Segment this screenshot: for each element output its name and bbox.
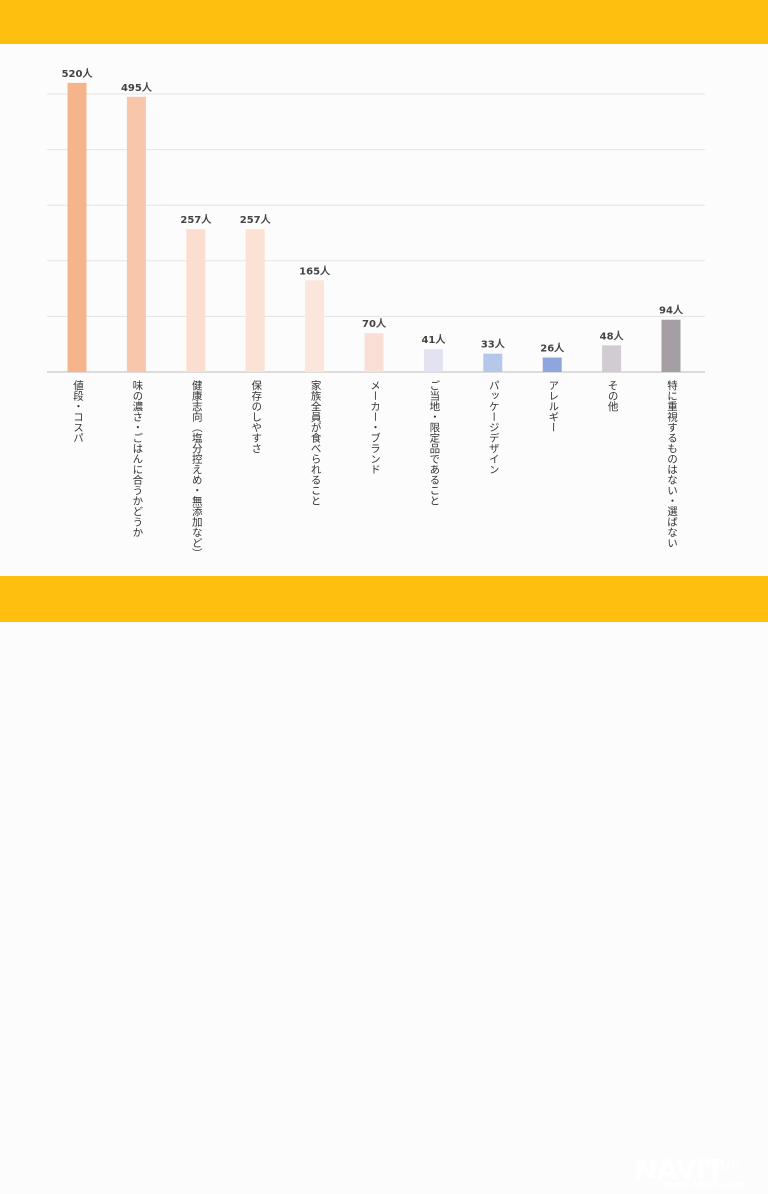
bar bbox=[245, 229, 265, 372]
data-label: 520人 bbox=[62, 67, 94, 80]
bar bbox=[126, 96, 146, 372]
data-label: 165人 bbox=[299, 264, 331, 277]
category-label: メーカー・ブランド bbox=[369, 380, 381, 475]
bar bbox=[67, 82, 87, 372]
category-label: 値段・コスパ bbox=[72, 380, 84, 443]
logo-url-text: www.navit-j.com bbox=[664, 1180, 749, 1190]
bar bbox=[423, 349, 443, 372]
data-label: 33人 bbox=[481, 338, 506, 351]
category-label: その他 bbox=[606, 380, 619, 412]
data-label: 70人 bbox=[362, 317, 387, 330]
navit-logo: NAVIT CO.,LTD. www.navit-j.com bbox=[634, 1154, 764, 1194]
bar bbox=[305, 280, 325, 372]
bottom-banner: NAVIT CO.,LTD. www.navit-j.com bbox=[0, 576, 768, 1190]
data-label: 26人 bbox=[540, 342, 565, 355]
bar bbox=[661, 319, 681, 372]
category-label: 特に重視するものはない・選ばない bbox=[666, 380, 678, 548]
bar bbox=[364, 333, 384, 372]
category-label: 味の濃さ・ごはんに合うかどうか bbox=[131, 380, 144, 538]
data-label: 257人 bbox=[180, 213, 212, 226]
data-label: 94人 bbox=[659, 304, 684, 317]
bar bbox=[542, 357, 562, 372]
top-banner bbox=[0, 0, 768, 44]
category-label: ご当地・限定品であること bbox=[428, 380, 441, 506]
category-label: 保存のしやすさ bbox=[250, 380, 263, 454]
category-label: パッケージデザイン bbox=[487, 380, 500, 475]
bar bbox=[602, 345, 622, 372]
data-label: 495人 bbox=[121, 81, 153, 94]
logo-suffix-text: CO.,LTD. bbox=[700, 1162, 743, 1172]
data-label: 257人 bbox=[240, 213, 272, 226]
category-label: 健康志向（塩分控えめ・無添加など） bbox=[190, 380, 203, 559]
bar-chart: 520人 495人 257人 257人 165人 70人 41人 33人 26人 48人 94人 bbox=[47, 67, 705, 373]
category-label: 家族全員が食べられること bbox=[309, 380, 322, 506]
category-label: アレルギー bbox=[547, 380, 560, 433]
bar bbox=[186, 229, 206, 372]
data-label: 41人 bbox=[421, 333, 446, 346]
bar bbox=[483, 353, 503, 372]
data-label: 48人 bbox=[600, 329, 625, 342]
